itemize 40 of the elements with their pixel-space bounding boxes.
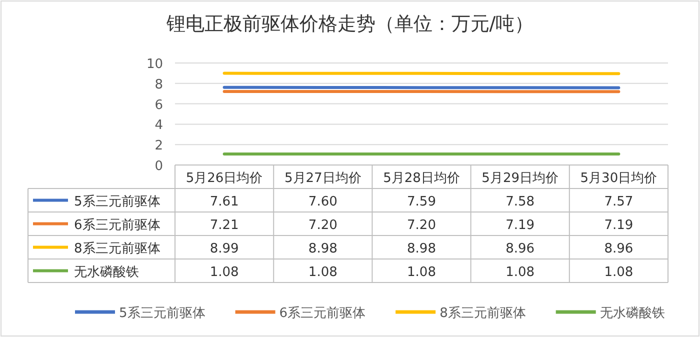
y-tick-label: 10 — [146, 57, 163, 72]
data-label: 8.98 — [308, 241, 338, 256]
y-tick-label: 6 — [154, 98, 163, 113]
data-label: 7.19 — [506, 218, 535, 233]
legend-label: 8系三元前驱体 — [74, 241, 160, 256]
y-tick-label: 8 — [154, 77, 163, 92]
data-label: 8.96 — [604, 241, 634, 256]
legend-label: 5系三元前驱体 — [74, 194, 160, 210]
data-label: 7.59 — [407, 194, 436, 210]
x-tick-label: 5月28日均价 — [383, 171, 460, 186]
legend-label: 6系三元前驱体 — [74, 218, 160, 233]
data-label: 7.20 — [308, 218, 338, 233]
data-label: 1.08 — [506, 264, 535, 280]
data-label: 8.98 — [407, 241, 436, 256]
text: 8系三元前驱体 — [440, 306, 526, 321]
x-tick-label: 5月30日均价 — [580, 171, 658, 186]
data-label: 1.08 — [210, 264, 239, 280]
text: 5系三元前驱体 — [119, 306, 206, 321]
data-label: 1.08 — [308, 264, 338, 280]
y-tick-label: 0 — [154, 159, 163, 174]
data-label: 7.20 — [407, 218, 436, 233]
text: 无水磷酸铁 — [600, 306, 665, 321]
data-label: 7.57 — [604, 194, 634, 210]
data-label: 7.61 — [210, 194, 239, 210]
text: 6系三元前驱体 — [279, 306, 366, 321]
data-label: 7.19 — [604, 218, 634, 233]
data-label: 8.99 — [210, 241, 239, 256]
y-tick-label: 2 — [154, 138, 163, 154]
y-tick-label: 4 — [154, 118, 163, 134]
x-tick-label: 5月26日均价 — [186, 171, 263, 186]
data-label: 7.60 — [308, 194, 338, 210]
x-tick-label: 5月29日均价 — [482, 171, 559, 186]
data-label: 1.08 — [604, 264, 634, 280]
x-tick-label: 5月27日均价 — [284, 171, 362, 186]
data-label: 8.96 — [506, 241, 535, 256]
legend-label: 无水磷酸铁 — [74, 264, 139, 280]
data-label: 7.58 — [506, 194, 535, 210]
data-label: 1.08 — [407, 264, 436, 280]
chart-title: 锂电正极前驱体价格走势（单位：万元/吨） — [165, 13, 534, 35]
data-label: 7.21 — [210, 218, 239, 233]
